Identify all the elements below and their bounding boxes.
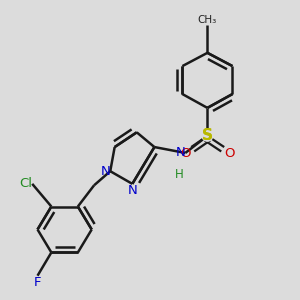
Text: F: F	[34, 276, 41, 289]
Text: H: H	[175, 168, 184, 181]
Text: S: S	[202, 128, 213, 143]
Text: Cl: Cl	[19, 177, 32, 190]
Text: N: N	[176, 146, 185, 159]
Text: O: O	[181, 147, 191, 160]
Text: N: N	[100, 165, 110, 178]
Text: N: N	[128, 184, 137, 197]
Circle shape	[202, 130, 213, 141]
Text: S: S	[202, 128, 213, 143]
Text: O: O	[224, 147, 235, 160]
Text: CH₃: CH₃	[198, 15, 217, 25]
